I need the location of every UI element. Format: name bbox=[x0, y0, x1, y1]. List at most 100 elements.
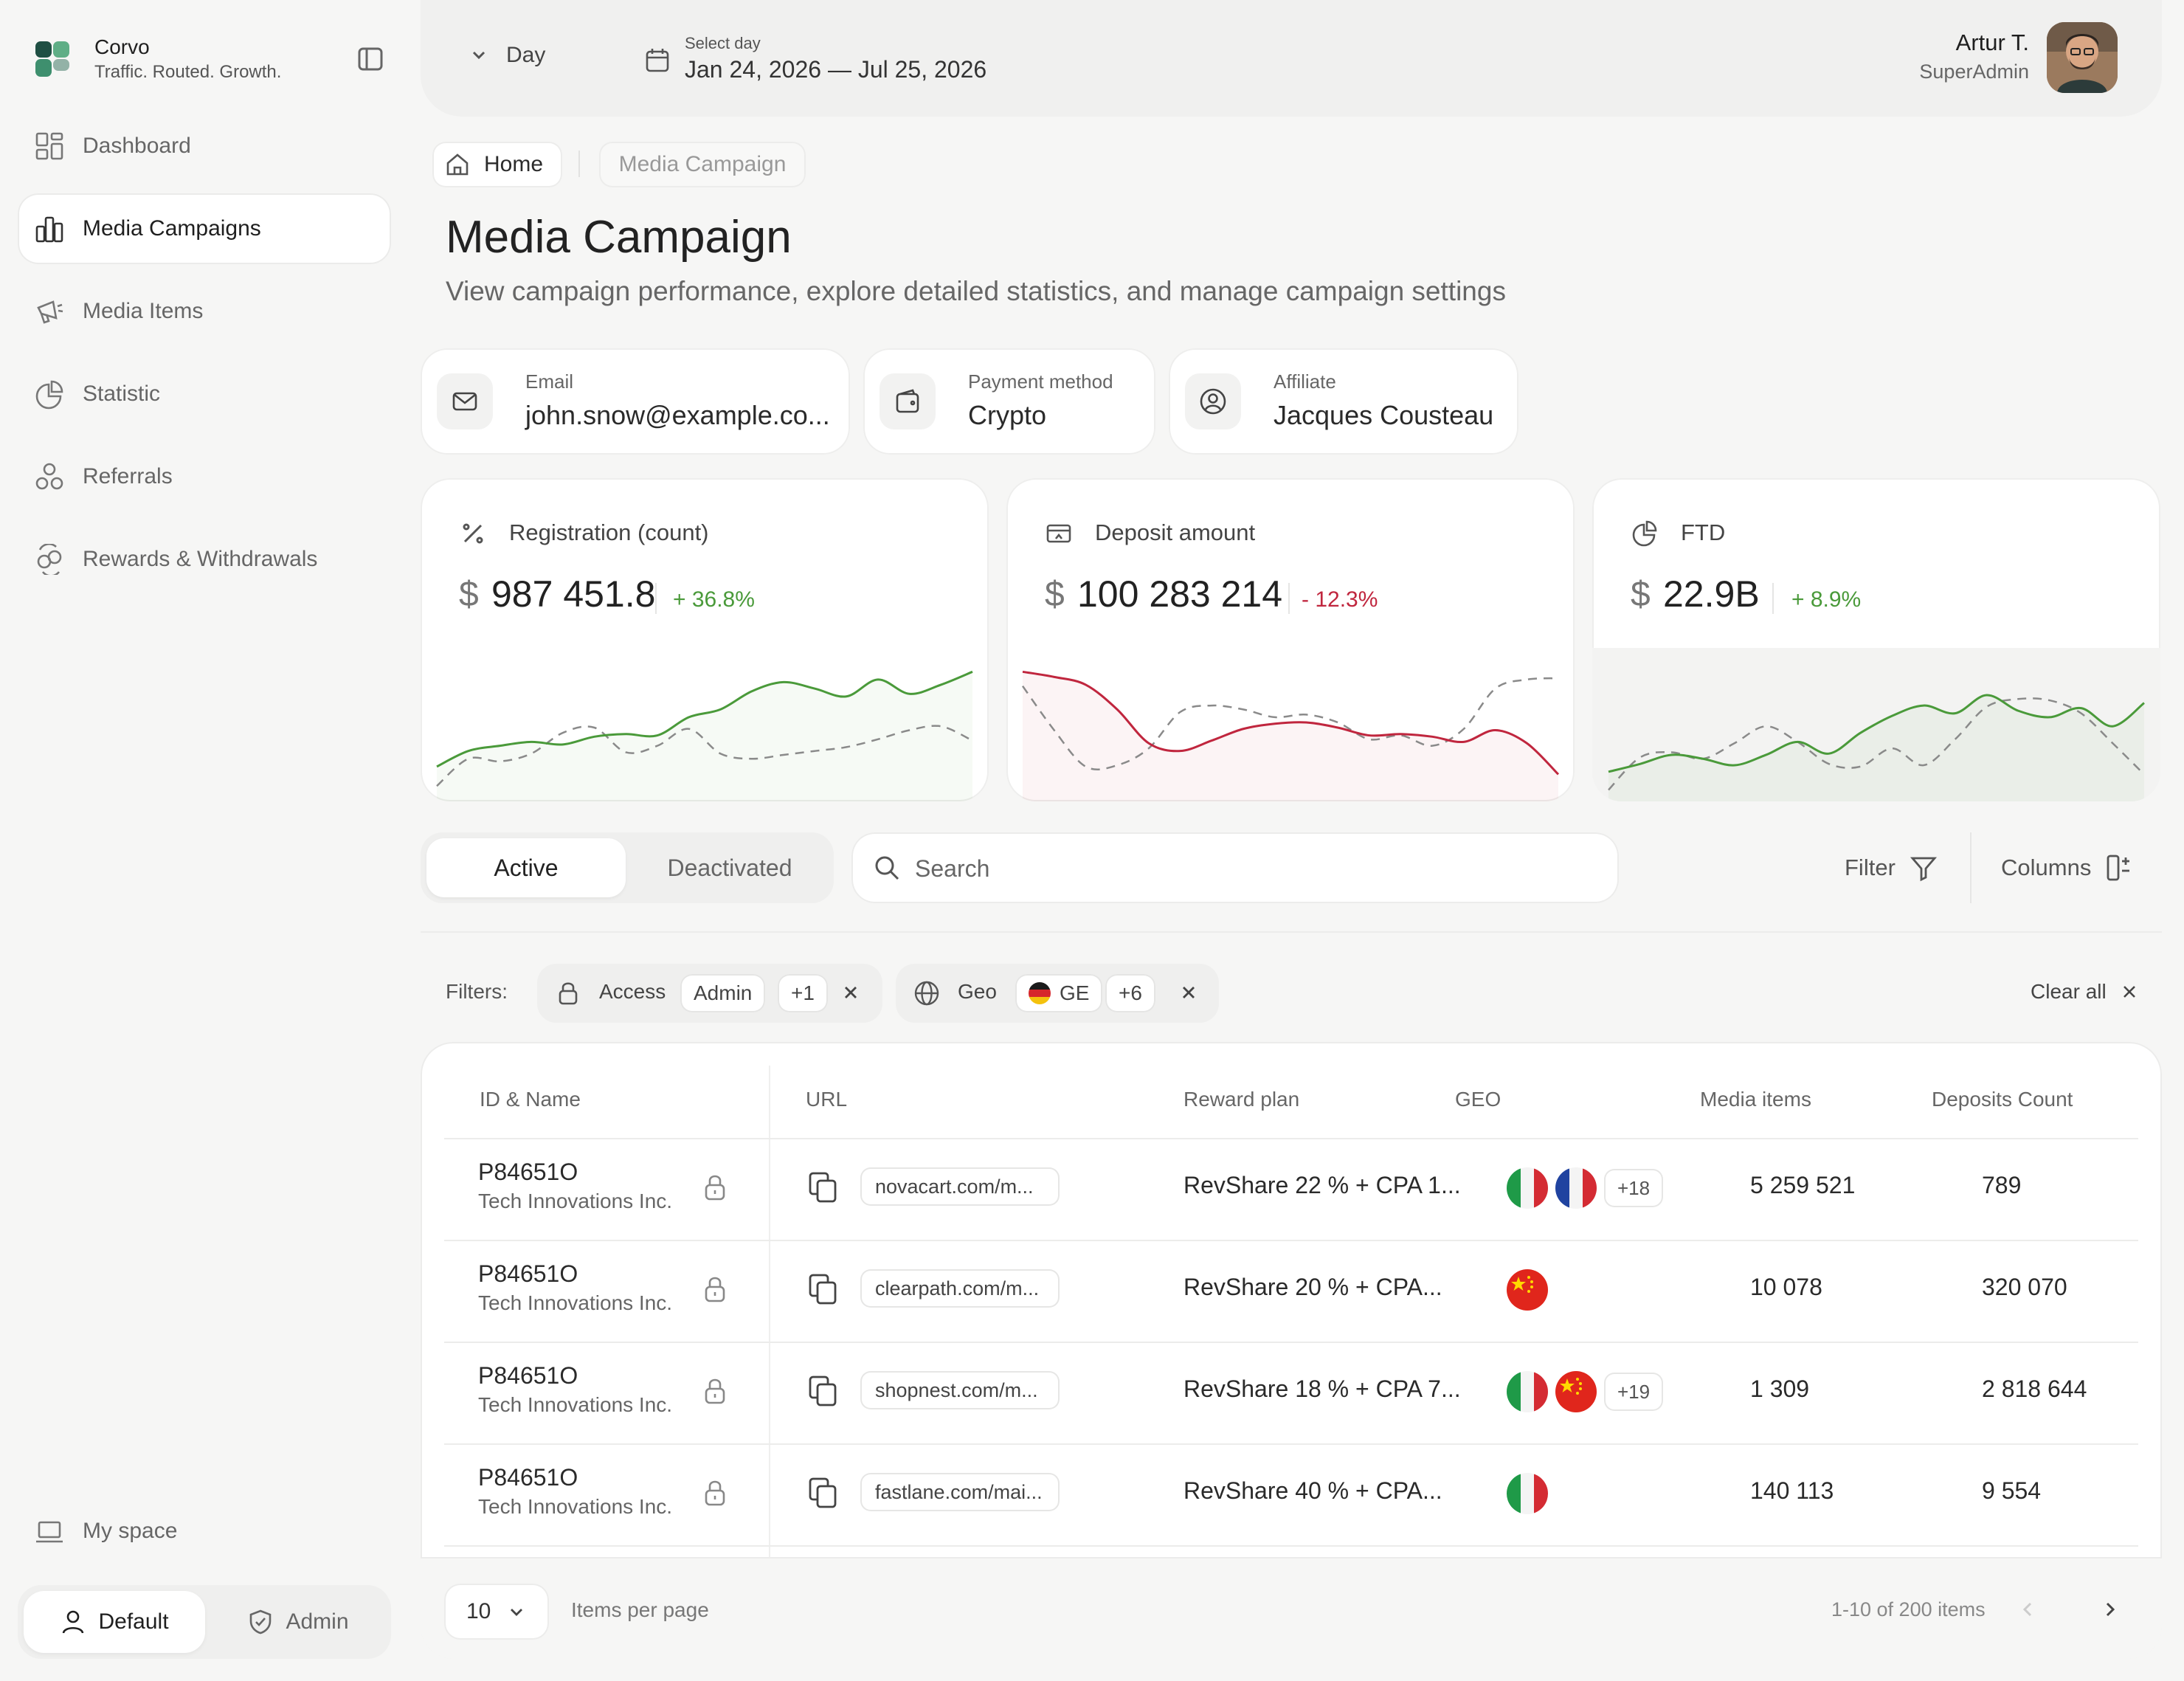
tab-active[interactable]: Active bbox=[426, 838, 626, 897]
items-per-page-select[interactable]: 10 bbox=[444, 1584, 549, 1640]
filter-button[interactable]: Filter bbox=[1845, 847, 1938, 888]
sidebar-item-dashboard[interactable]: Dashboard bbox=[18, 111, 391, 182]
sidebar-item-media-items[interactable]: Media Items bbox=[18, 276, 391, 347]
sidebar-item-label: Dashboard bbox=[83, 134, 191, 158]
bar-chart-icon bbox=[34, 213, 65, 244]
pagination-range: 1-10 of 200 items bbox=[1831, 1598, 1986, 1620]
sidebar-item-referrals[interactable]: Referrals bbox=[18, 441, 391, 512]
user-menu[interactable]: Artur T. SuperAdmin bbox=[1771, 22, 2140, 96]
series-area bbox=[1023, 672, 1558, 801]
filter-chip-key: Geo bbox=[958, 980, 997, 1003]
stat-separator bbox=[655, 583, 657, 614]
sidebar-item-label: Media Items bbox=[83, 299, 204, 323]
calendar-icon bbox=[643, 46, 671, 74]
close-icon[interactable] bbox=[1178, 981, 1200, 1004]
lock-icon bbox=[555, 980, 581, 1007]
copy-icon[interactable] bbox=[806, 1476, 840, 1510]
search-input[interactable] bbox=[913, 847, 1580, 890]
info-card-payment: Payment method Crypto bbox=[863, 348, 1155, 455]
chevron-left-icon[interactable] bbox=[2017, 1598, 2039, 1620]
stat-label: FTD bbox=[1681, 520, 1726, 545]
geo-more-badge[interactable]: +18 bbox=[1604, 1169, 1664, 1207]
sidebar-item-label: Statistic bbox=[83, 382, 161, 406]
registration-sparkline bbox=[436, 670, 973, 801]
megaphone-icon bbox=[34, 296, 65, 327]
close-icon[interactable] bbox=[840, 981, 862, 1004]
column-header[interactable]: Deposits Count bbox=[1932, 1088, 2073, 1111]
filter-chip-more[interactable]: +1 bbox=[778, 974, 828, 1012]
globe-icon bbox=[913, 980, 940, 1007]
toolbar-divider-line bbox=[421, 931, 2162, 933]
campaign-url[interactable]: novacart.com/m... bbox=[860, 1167, 1060, 1206]
column-header[interactable]: Reward plan bbox=[1183, 1088, 1300, 1111]
germany-flag-icon bbox=[1029, 982, 1051, 1004]
sidebar-item-rewards-withdrawals[interactable]: Rewards & Withdrawals bbox=[18, 524, 391, 595]
breadcrumb-home[interactable]: Home bbox=[432, 142, 562, 187]
campaign-name: Tech Innovations Inc. bbox=[478, 1393, 673, 1416]
filter-chip-more[interactable]: +6 bbox=[1105, 974, 1155, 1012]
my-space-label: My space bbox=[83, 1519, 178, 1543]
stat-currency: $ bbox=[1045, 575, 1065, 614]
info-payment-label: Payment method bbox=[968, 370, 1113, 393]
geo-more-badge[interactable]: +19 bbox=[1604, 1373, 1664, 1411]
filters-label: Filters: bbox=[446, 980, 508, 1003]
user-icon bbox=[60, 1609, 86, 1635]
campaign-id: P84651O bbox=[478, 1260, 578, 1287]
avatar[interactable] bbox=[2047, 22, 2118, 93]
campaign-url[interactable]: shopnest.com/m... bbox=[860, 1371, 1060, 1409]
column-header[interactable]: Media items bbox=[1700, 1088, 1811, 1111]
info-email-value: john.snow@example.co... bbox=[525, 400, 830, 430]
reward-plan: RevShare 18 % + CPA 7... bbox=[1183, 1375, 1461, 1402]
campaign-name: Tech Innovations Inc. bbox=[478, 1495, 673, 1518]
filter-chip-value-text: GE bbox=[1060, 981, 1090, 1004]
tab-deactivated[interactable]: Deactivated bbox=[667, 854, 792, 881]
column-header[interactable]: URL bbox=[806, 1088, 848, 1111]
table-row[interactable]: P84651O Tech Innovations Inc. clearpath.co… bbox=[444, 1240, 2138, 1337]
chevron-right-icon[interactable] bbox=[2098, 1598, 2121, 1620]
sidebar-item-label: Media Campaigns bbox=[83, 216, 261, 241]
sidebar-item-media-campaigns[interactable]: Media Campaigns bbox=[18, 193, 391, 264]
brand-tagline: Traffic. Routed. Growth. bbox=[94, 62, 282, 82]
sidebar-toggle-icon[interactable] bbox=[356, 44, 385, 74]
filter-chip-access[interactable]: Access Admin +1 bbox=[537, 964, 882, 1023]
table-row[interactable]: P84651O Tech Innovations Inc. fastlane.com… bbox=[444, 1443, 2138, 1541]
sidebar-item-statistic[interactable]: Statistic bbox=[18, 359, 391, 429]
copy-icon[interactable] bbox=[806, 1170, 840, 1204]
campaign-id: P84651O bbox=[478, 1362, 578, 1389]
column-header[interactable]: ID & Name bbox=[480, 1088, 581, 1111]
column-header[interactable]: GEO bbox=[1455, 1088, 1502, 1111]
role-default-label: Default bbox=[98, 1609, 169, 1634]
close-icon bbox=[2121, 984, 2138, 1000]
columns-button[interactable]: Columns bbox=[2001, 847, 2134, 888]
page-title: Media Campaign bbox=[446, 212, 792, 263]
filter-chip-value: GE bbox=[1015, 974, 1103, 1012]
period-select[interactable]: Day bbox=[468, 43, 545, 68]
pagination-bar: 10 Items per page 1-10 of 200 items bbox=[421, 1557, 2162, 1659]
dashboard-icon bbox=[34, 131, 65, 162]
stat-value: 987 451.8 bbox=[491, 573, 656, 615]
role-admin-button[interactable]: Admin bbox=[211, 1591, 385, 1653]
user-role: SuperAdmin bbox=[1919, 61, 2029, 83]
stat-card-ftd: FTD $ 22.9B + 8.9% bbox=[1592, 478, 2160, 801]
info-payment-value: Crypto bbox=[968, 400, 1047, 430]
campaign-url[interactable]: fastlane.com/mai... bbox=[860, 1473, 1060, 1511]
stat-value: 22.9B bbox=[1663, 573, 1760, 615]
clear-all-label: Clear all bbox=[2031, 980, 2107, 1003]
sidebar-nav: Dashboard Media Campaigns Media Items St… bbox=[18, 111, 391, 607]
pie-chart-icon bbox=[34, 379, 65, 410]
copy-icon[interactable] bbox=[806, 1374, 840, 1408]
clear-all-button[interactable]: Clear all bbox=[2031, 980, 2138, 1004]
sidebar-item-my-space[interactable]: My space bbox=[18, 1501, 391, 1563]
lock-icon bbox=[699, 1274, 730, 1305]
reward-plan: RevShare 20 % + CPA... bbox=[1183, 1274, 1442, 1300]
table-row[interactable]: P84651O Tech Innovations Inc. novacart.com… bbox=[444, 1138, 2138, 1235]
filter-chip-geo[interactable]: Geo GE +6 bbox=[896, 964, 1219, 1023]
campaign-url[interactable]: clearpath.com/m... bbox=[860, 1269, 1060, 1308]
role-default-button[interactable]: Default bbox=[24, 1591, 205, 1653]
table-row[interactable]: P84651O Tech Innovations Inc. shopnest.com… bbox=[444, 1342, 2138, 1439]
copy-icon[interactable] bbox=[806, 1272, 840, 1306]
info-email-label: Email bbox=[525, 370, 574, 393]
stat-value: 100 283 214 bbox=[1077, 573, 1283, 615]
items-per-page-value: 10 bbox=[466, 1599, 491, 1623]
chevron-down-icon bbox=[507, 1602, 526, 1621]
